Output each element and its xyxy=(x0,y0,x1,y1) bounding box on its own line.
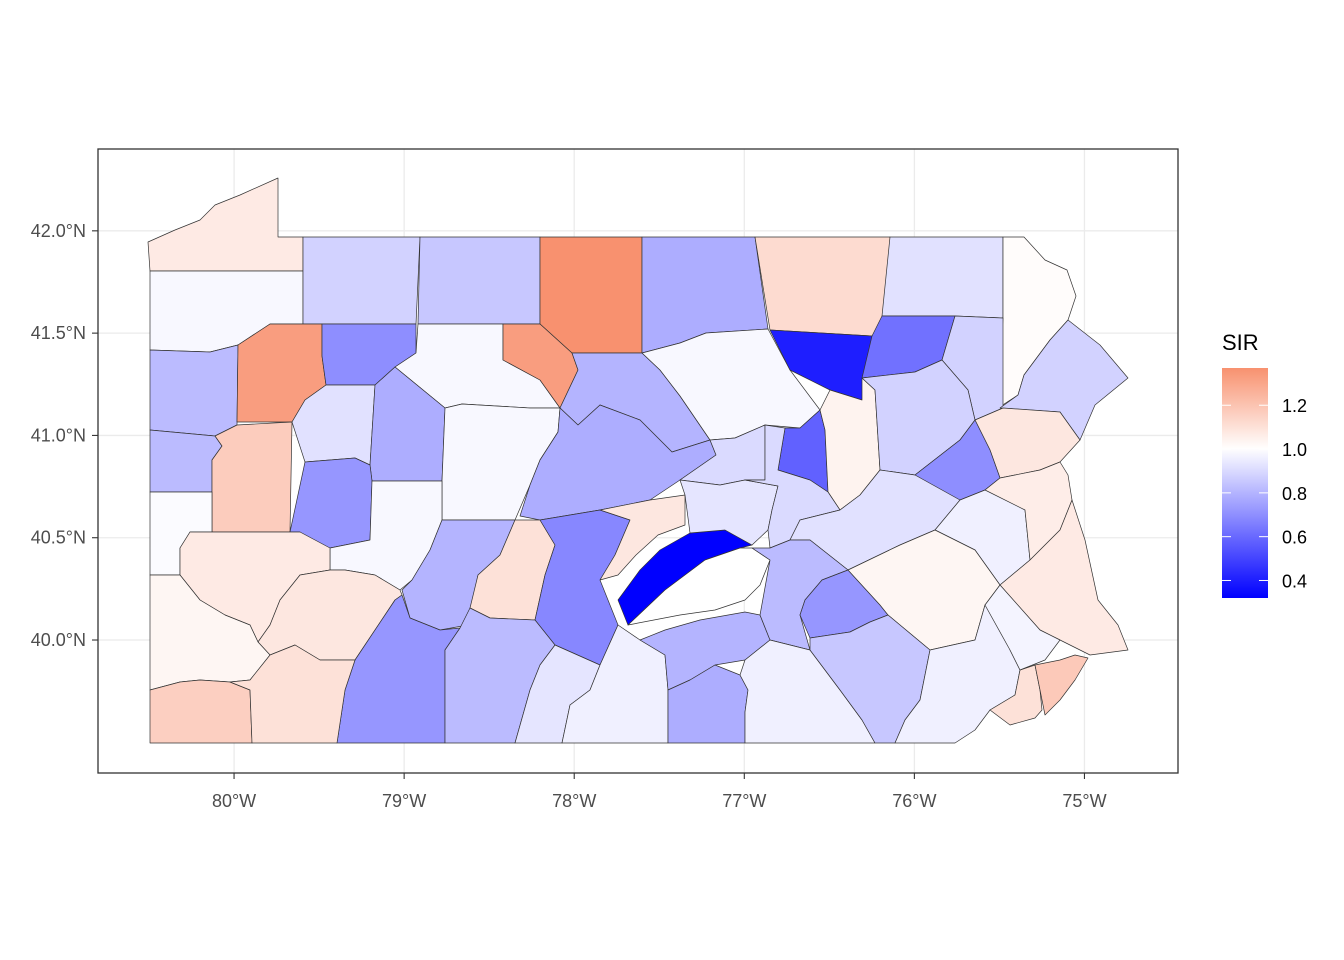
x-tick-label: 78°W xyxy=(552,791,596,811)
legend-break-label: 0.8 xyxy=(1282,484,1307,504)
legend-break-label: 0.4 xyxy=(1282,571,1307,591)
y-tick-label: 40.0°N xyxy=(31,630,86,650)
county-centre xyxy=(519,404,717,521)
plot-panel xyxy=(97,148,1179,774)
county-lawrence xyxy=(149,429,223,493)
y-tick-label: 41.0°N xyxy=(31,425,86,445)
x-tick-label: 80°W xyxy=(212,791,256,811)
x-axis-ticks: 80°W 79°W 78°W 77°W 76°W 75°W xyxy=(212,773,1107,811)
county-mckean xyxy=(417,236,541,325)
county-polygons xyxy=(147,177,1129,744)
y-tick-label: 42.0°N xyxy=(31,221,86,241)
y-axis-ticks: 40.0°N 40.5°N 41.0°N 41.5°N 42.0°N xyxy=(31,221,98,650)
legend: SIR 0.4 0.6 0.8 1.0 1.2 xyxy=(1222,330,1307,598)
y-axis: 40.0°N 40.5°N 41.0°N 41.5°N 42.0°N xyxy=(31,221,98,650)
x-tick-label: 76°W xyxy=(892,791,936,811)
legend-break-label: 1.2 xyxy=(1282,396,1307,416)
legend-title: SIR xyxy=(1222,330,1259,355)
county-susquehanna xyxy=(881,236,1004,319)
county-potter xyxy=(539,236,643,354)
y-tick-label: 41.5°N xyxy=(31,323,86,343)
county-butler xyxy=(211,421,293,533)
x-tick-label: 75°W xyxy=(1062,791,1106,811)
legend-breaks: 0.4 0.6 0.8 1.0 1.2 xyxy=(1222,396,1307,591)
county-mifflin xyxy=(599,494,686,581)
county-northampton xyxy=(984,461,1073,561)
x-tick-label: 79°W xyxy=(382,791,426,811)
county-fayette xyxy=(229,644,356,744)
county-philadelphia xyxy=(1034,654,1089,716)
county-mercer xyxy=(149,344,239,437)
county-montgomery xyxy=(984,584,1061,671)
legend-break-label: 0.6 xyxy=(1282,528,1307,548)
x-tick-label: 77°W xyxy=(722,791,766,811)
x-axis: 80°W 79°W 78°W 77°W 76°W 75°W xyxy=(212,773,1107,811)
county-warren xyxy=(302,236,421,325)
y-tick-label: 40.5°N xyxy=(31,528,86,548)
county-bradford xyxy=(754,236,891,337)
legend-break-label: 1.0 xyxy=(1282,440,1307,460)
legend-colorbar xyxy=(1222,368,1268,598)
county-greene xyxy=(149,679,253,744)
panel-border xyxy=(97,148,1179,774)
